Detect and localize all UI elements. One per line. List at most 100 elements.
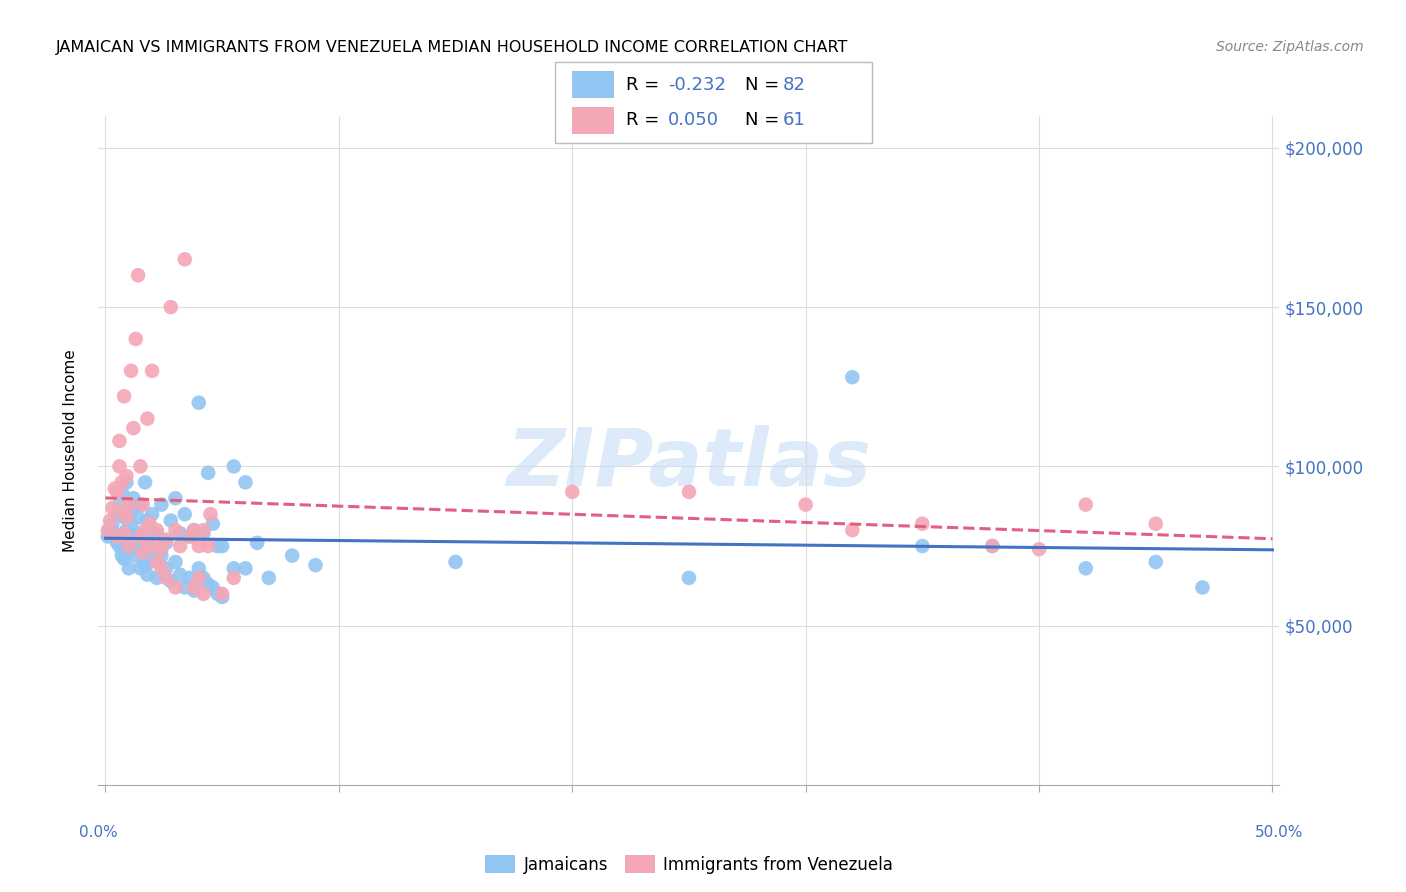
Point xyxy=(132,536,155,550)
Point xyxy=(143,539,166,553)
Text: R =: R = xyxy=(626,112,665,129)
Point xyxy=(155,533,177,547)
Text: 50.0%: 50.0% xyxy=(1256,825,1303,840)
Point xyxy=(127,526,149,541)
Point xyxy=(118,498,141,512)
Point xyxy=(678,484,700,499)
Point xyxy=(183,523,205,537)
Text: N =: N = xyxy=(745,112,785,129)
Point xyxy=(159,574,181,588)
Point xyxy=(122,491,145,506)
Point xyxy=(132,545,155,559)
Point xyxy=(281,549,304,563)
Point xyxy=(136,567,159,582)
Point xyxy=(150,561,173,575)
Point xyxy=(841,370,863,384)
Point xyxy=(146,571,169,585)
Point xyxy=(201,516,224,531)
Point xyxy=(134,523,156,537)
Point xyxy=(235,475,257,490)
Point xyxy=(141,364,163,378)
Point xyxy=(173,581,195,595)
Point xyxy=(159,514,181,528)
Point xyxy=(129,459,152,474)
Point xyxy=(139,516,162,531)
Point xyxy=(150,549,173,563)
Point xyxy=(165,491,187,506)
Point xyxy=(1144,516,1167,531)
Point xyxy=(141,542,163,557)
Point xyxy=(981,539,1004,553)
Point xyxy=(159,300,181,314)
Point xyxy=(108,459,131,474)
Point xyxy=(112,526,135,541)
Point xyxy=(1144,555,1167,569)
Point xyxy=(120,364,142,378)
Point xyxy=(122,421,145,435)
Text: N =: N = xyxy=(745,76,785,94)
Point xyxy=(444,555,467,569)
Point xyxy=(155,536,177,550)
Point xyxy=(118,561,141,575)
Point xyxy=(118,539,141,553)
Point xyxy=(1074,498,1097,512)
Point xyxy=(165,555,187,569)
Point xyxy=(136,514,159,528)
Point xyxy=(111,475,134,490)
Text: ZIPatlas: ZIPatlas xyxy=(506,425,872,503)
Point xyxy=(187,571,209,585)
Point xyxy=(211,587,233,601)
Point xyxy=(132,498,155,512)
Point xyxy=(112,510,135,524)
Point xyxy=(104,482,127,496)
Text: 0.050: 0.050 xyxy=(668,112,718,129)
Point xyxy=(105,507,128,521)
Point xyxy=(197,466,219,480)
Point xyxy=(111,484,134,499)
Point xyxy=(118,529,141,543)
Point xyxy=(150,498,173,512)
Point xyxy=(129,498,152,512)
Text: 82: 82 xyxy=(783,76,806,94)
Point xyxy=(125,529,148,543)
Point xyxy=(111,504,134,518)
Point xyxy=(197,577,219,591)
Point xyxy=(187,561,209,575)
Legend: Jamaicans, Immigrants from Venezuela: Jamaicans, Immigrants from Venezuela xyxy=(478,849,900,880)
Point xyxy=(207,587,229,601)
Text: R =: R = xyxy=(626,76,665,94)
Text: 61: 61 xyxy=(783,112,806,129)
Point xyxy=(794,498,817,512)
Point xyxy=(97,523,120,537)
Point xyxy=(187,539,209,553)
Point xyxy=(165,581,187,595)
Point xyxy=(197,539,219,553)
Point xyxy=(112,551,135,566)
Point xyxy=(246,536,269,550)
Point xyxy=(179,529,201,543)
Y-axis label: Median Household Income: Median Household Income xyxy=(63,349,77,552)
Point xyxy=(120,504,142,518)
Point xyxy=(155,561,177,575)
Point xyxy=(146,526,169,541)
Text: 0.0%: 0.0% xyxy=(79,825,118,840)
Point xyxy=(193,587,215,601)
Point xyxy=(125,332,148,346)
Point xyxy=(201,581,224,595)
Point xyxy=(127,268,149,283)
Point xyxy=(179,529,201,543)
Text: JAMAICAN VS IMMIGRANTS FROM VENEZUELA MEDIAN HOUSEHOLD INCOME CORRELATION CHART: JAMAICAN VS IMMIGRANTS FROM VENEZUELA ME… xyxy=(56,40,849,55)
Point xyxy=(136,411,159,425)
Point xyxy=(105,529,128,543)
Point xyxy=(101,516,124,531)
Point xyxy=(136,539,159,553)
Point xyxy=(1191,581,1213,595)
Point xyxy=(173,507,195,521)
Point xyxy=(125,549,148,563)
Point xyxy=(193,526,215,541)
Point xyxy=(111,549,134,563)
Point xyxy=(169,539,191,553)
Text: Source: ZipAtlas.com: Source: ZipAtlas.com xyxy=(1216,40,1364,54)
Point xyxy=(134,558,156,573)
Point xyxy=(561,484,583,499)
